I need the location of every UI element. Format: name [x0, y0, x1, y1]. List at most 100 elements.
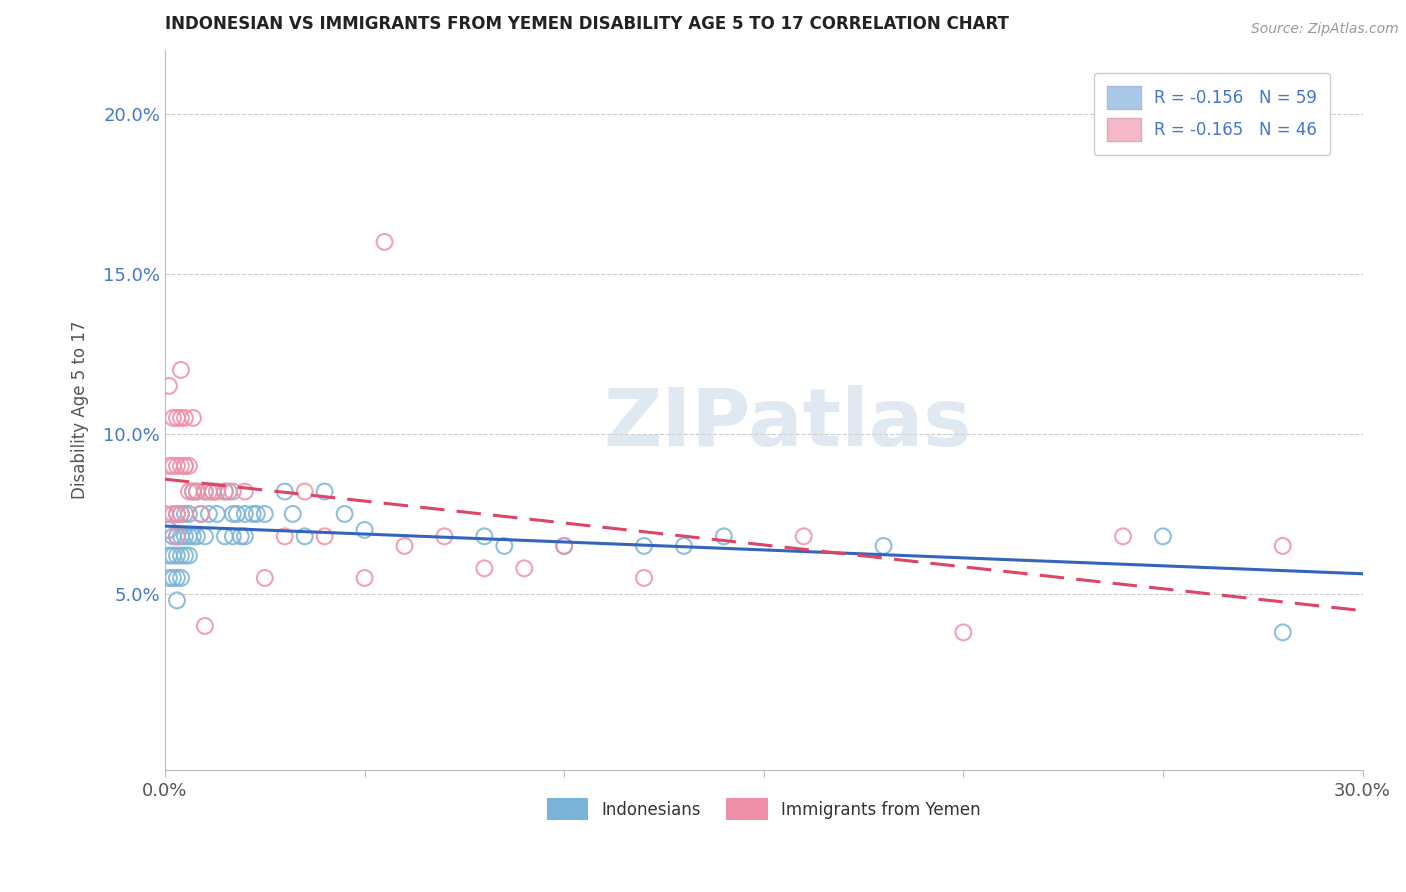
Point — [1112, 529, 1135, 543]
Point — [166, 593, 188, 607]
Point — [166, 549, 188, 563]
Point — [166, 571, 188, 585]
Point — [222, 507, 245, 521]
Point — [353, 523, 375, 537]
Point — [166, 529, 188, 543]
Point — [374, 235, 396, 249]
Point — [246, 507, 269, 521]
Point — [229, 529, 252, 543]
Point — [214, 484, 236, 499]
Point — [170, 458, 193, 473]
Point — [174, 458, 197, 473]
Point — [174, 549, 197, 563]
Point — [314, 484, 336, 499]
Text: Source: ZipAtlas.com: Source: ZipAtlas.com — [1251, 22, 1399, 37]
Point — [190, 507, 212, 521]
Point — [174, 458, 197, 473]
Point — [181, 484, 204, 499]
Point — [166, 507, 188, 521]
Point — [177, 458, 200, 473]
Point — [222, 529, 245, 543]
Point — [225, 507, 247, 521]
Point — [194, 619, 217, 633]
Point — [174, 507, 197, 521]
Point — [170, 549, 193, 563]
Point — [1271, 539, 1294, 553]
Point — [162, 571, 184, 585]
Point — [553, 539, 575, 553]
Point — [198, 507, 221, 521]
Point — [872, 539, 894, 553]
Legend: Indonesians, Immigrants from Yemen: Indonesians, Immigrants from Yemen — [540, 792, 987, 827]
Point — [170, 411, 193, 425]
Point — [177, 529, 200, 543]
Point — [186, 484, 208, 499]
Point — [205, 484, 228, 499]
Point — [294, 529, 316, 543]
Point — [174, 411, 197, 425]
Point — [181, 411, 204, 425]
Point — [162, 507, 184, 521]
Point — [281, 507, 304, 521]
Point — [157, 571, 180, 585]
Point — [166, 529, 188, 543]
Point — [214, 529, 236, 543]
Point — [274, 529, 297, 543]
Point — [194, 484, 217, 499]
Point — [242, 507, 264, 521]
Point — [166, 458, 188, 473]
Point — [205, 507, 228, 521]
Point — [162, 549, 184, 563]
Point — [201, 484, 224, 499]
Point — [672, 539, 695, 553]
Point — [166, 411, 188, 425]
Point — [194, 529, 217, 543]
Point — [170, 529, 193, 543]
Point — [222, 484, 245, 499]
Y-axis label: Disability Age 5 to 17: Disability Age 5 to 17 — [72, 320, 89, 500]
Point — [233, 507, 256, 521]
Point — [174, 529, 197, 543]
Point — [214, 484, 236, 499]
Point — [494, 539, 516, 553]
Point — [162, 529, 184, 543]
Point — [394, 539, 416, 553]
Point — [181, 529, 204, 543]
Point — [472, 561, 495, 575]
Point — [1271, 625, 1294, 640]
Text: INDONESIAN VS IMMIGRANTS FROM YEMEN DISABILITY AGE 5 TO 17 CORRELATION CHART: INDONESIAN VS IMMIGRANTS FROM YEMEN DISA… — [165, 15, 1010, 33]
Point — [952, 625, 974, 640]
Point — [633, 539, 655, 553]
Point — [177, 484, 200, 499]
Point — [633, 571, 655, 585]
Point — [177, 507, 200, 521]
Point — [181, 484, 204, 499]
Point — [157, 379, 180, 393]
Point — [333, 507, 356, 521]
Point — [170, 507, 193, 521]
Point — [157, 458, 180, 473]
Point — [201, 484, 224, 499]
Point — [314, 529, 336, 543]
Point — [218, 484, 240, 499]
Point — [194, 484, 217, 499]
Point — [1152, 529, 1174, 543]
Point — [793, 529, 815, 543]
Point — [157, 523, 180, 537]
Point — [713, 529, 735, 543]
Point — [170, 571, 193, 585]
Point — [162, 458, 184, 473]
Point — [472, 529, 495, 543]
Point — [170, 363, 193, 377]
Point — [353, 571, 375, 585]
Text: ZIPatlas: ZIPatlas — [603, 385, 972, 463]
Point — [233, 529, 256, 543]
Point — [433, 529, 456, 543]
Point — [233, 484, 256, 499]
Point — [190, 507, 212, 521]
Point — [170, 507, 193, 521]
Point — [177, 549, 200, 563]
Point — [186, 529, 208, 543]
Point — [153, 507, 176, 521]
Point — [166, 507, 188, 521]
